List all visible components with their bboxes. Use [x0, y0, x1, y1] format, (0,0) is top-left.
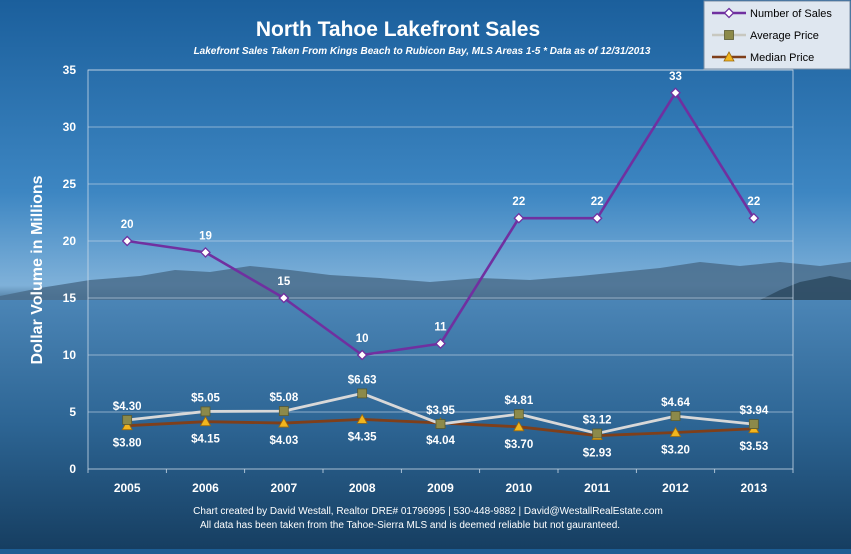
chart-title: North Tahoe Lakefront Sales [256, 18, 540, 41]
footer-disclaimer: All data has been taken from the Tahoe-S… [200, 520, 620, 531]
x-tick-label: 2010 [505, 481, 532, 495]
data-point [591, 212, 603, 224]
x-tick-label: 2005 [114, 481, 141, 495]
y-tick-label: 0 [69, 462, 76, 476]
x-tick-label: 2012 [662, 481, 689, 495]
y-axis-ticks: 0 5 10 15 20 25 30 35 [63, 63, 77, 476]
x-axis-ticks: 2005 2006 2007 2008 2009 2010 2011 2012 2013 [87, 469, 794, 495]
x-tick-label: 2008 [349, 481, 376, 495]
data-label: 15 [277, 276, 290, 288]
data-label: 19 [199, 230, 212, 242]
data-label: $4.04 [426, 435, 455, 447]
x-tick-label: 2009 [427, 481, 454, 495]
legend-label: Number of Sales [750, 8, 832, 20]
data-label: $3.20 [661, 445, 690, 457]
data-point [199, 415, 212, 427]
data-label: $4.30 [113, 401, 142, 413]
data-label: $5.05 [191, 392, 220, 404]
data-point [670, 87, 681, 99]
background-mountains [0, 262, 851, 300]
data-point [121, 419, 133, 431]
data-label: 20 [121, 219, 134, 231]
y-tick-label: 20 [63, 234, 77, 248]
data-point [121, 235, 133, 247]
y-tick-label: 10 [63, 348, 77, 362]
data-point [200, 246, 211, 258]
x-tick-label: 2006 [192, 481, 219, 495]
data-label: 33 [669, 71, 682, 83]
data-point [670, 411, 681, 422]
legend-item: Number of Sales [712, 7, 832, 20]
chart-subtitle: Lakefront Sales Taken From Kings Beach t… [194, 46, 651, 57]
data-label: $2.93 [583, 448, 612, 460]
legend-marker [723, 7, 735, 19]
data-point [356, 413, 368, 424]
data-label: 11 [434, 322, 447, 334]
data-point [278, 292, 290, 304]
data-label: 22 [591, 196, 604, 208]
data-point [357, 388, 368, 399]
data-point [669, 426, 682, 437]
series-number-of-sales [121, 87, 760, 361]
data-label: $6.63 [348, 374, 377, 386]
legend-label: Median Price [750, 52, 814, 64]
y-axis-label: Dollar Volume in Millions [29, 175, 46, 364]
data-label: $3.94 [739, 405, 768, 417]
series-group [121, 87, 760, 440]
data-label: $3.80 [113, 438, 142, 450]
data-label: $3.95 [426, 405, 455, 417]
legend-marker [724, 30, 734, 40]
data-point [278, 406, 289, 416]
data-label: $3.53 [739, 441, 768, 453]
data-label: 10 [356, 333, 369, 345]
legend-label: Average Price [750, 30, 819, 42]
data-label: $4.35 [348, 431, 377, 443]
data-point [122, 415, 133, 425]
data-label: $4.15 [191, 434, 220, 446]
data-label: $4.03 [269, 435, 298, 447]
x-tick-label: 2007 [270, 481, 297, 495]
data-label: $4.64 [661, 397, 690, 409]
data-label: $5.08 [269, 392, 298, 404]
y-tick-label: 15 [63, 291, 77, 305]
data-point [200, 406, 211, 417]
data-label: $3.70 [504, 439, 533, 451]
y-tick-label: 5 [69, 405, 76, 419]
data-label: 22 [747, 196, 760, 208]
data-label: $3.12 [583, 414, 612, 426]
gridlines [88, 69, 793, 413]
x-tick-label: 2011 [584, 481, 610, 495]
data-point [435, 338, 446, 350]
y-tick-label: 30 [63, 120, 77, 134]
legend-item: Average Price [712, 30, 819, 42]
data-point [513, 409, 524, 420]
legend-item: Median Price [712, 51, 814, 64]
legend-marker [723, 51, 735, 62]
data-label: $4.81 [504, 395, 533, 407]
data-point [513, 420, 525, 432]
data-point [356, 349, 368, 361]
data-point [592, 428, 603, 439]
data-point [748, 212, 760, 224]
data-point [513, 212, 525, 224]
y-tick-label: 25 [63, 177, 77, 191]
data-point [748, 419, 759, 429]
data-point [435, 419, 446, 429]
x-tick-label: 2013 [740, 481, 767, 495]
footer-credit: Chart created by David Westall, Realtor … [193, 506, 663, 517]
data-labels: 20 19 15 10 11 22 22 33 22 $4.30 $5.05 $5.08 $6.63 $3… [113, 71, 769, 460]
y-tick-label: 35 [63, 63, 77, 77]
legend: Number of Sales Average Price Median Price [703, 0, 851, 70]
series-average-price [122, 388, 759, 439]
data-point [278, 417, 290, 428]
data-label: 22 [512, 196, 525, 208]
